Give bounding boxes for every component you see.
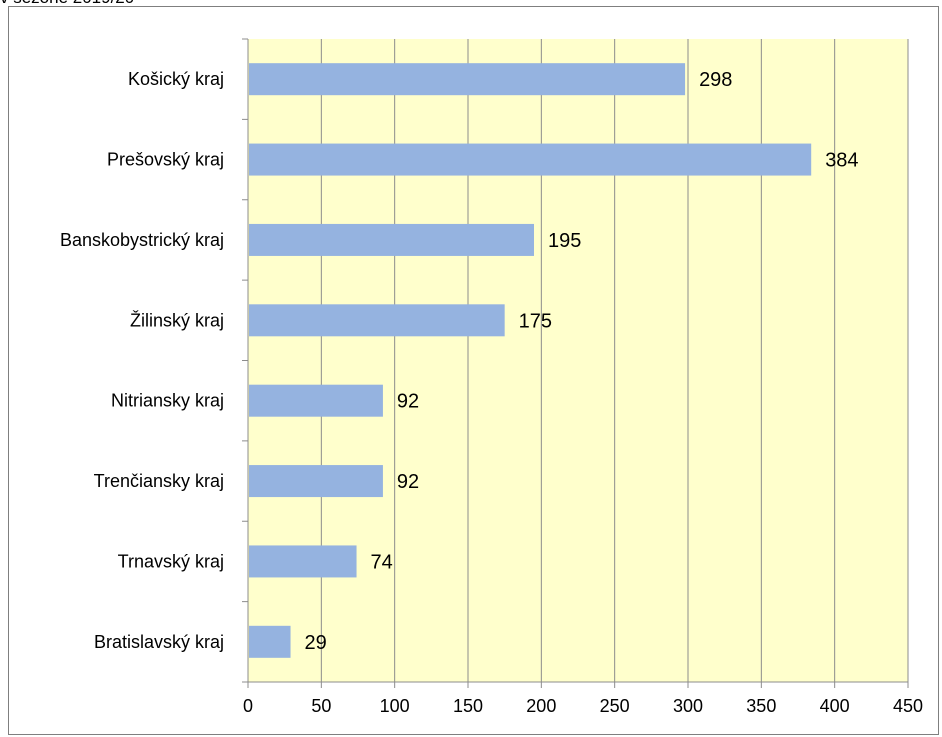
x-tick-label: 250: [600, 696, 630, 716]
data-label: 92: [397, 471, 419, 493]
category-label: Trnavský kraj: [118, 551, 224, 571]
x-tick-label: 450: [893, 696, 923, 716]
bar: [249, 625, 291, 658]
category-label: Prešovský kraj: [107, 150, 224, 170]
x-tick-label: 400: [820, 696, 850, 716]
data-label: 92: [397, 391, 419, 413]
x-tick-label: 150: [453, 696, 483, 716]
bar: [249, 465, 383, 498]
bar: [249, 223, 534, 256]
x-tick-label: 0: [243, 696, 253, 716]
x-tick-label: 100: [380, 696, 410, 716]
x-tick-label: 350: [746, 696, 776, 716]
bar: [249, 545, 357, 578]
data-label: 29: [305, 632, 327, 654]
axes: [242, 38, 909, 688]
bars: [249, 63, 812, 658]
bar: [249, 384, 383, 417]
x-tick-label: 200: [526, 696, 556, 716]
data-label: 74: [371, 551, 393, 573]
bar: [249, 143, 812, 176]
category-label: Bratislavský kraj: [94, 632, 224, 652]
category-label: Banskobystrický kraj: [60, 230, 224, 250]
chart-subtitle: v sezóne 2019/20: [0, 0, 134, 8]
x-tick-label: 300: [673, 696, 703, 716]
data-labels: 298 384 195 175 92 92 74 29: [305, 69, 859, 654]
category-labels: Košický kraj Prešovský kraj Banskobystrick…: [60, 69, 224, 652]
x-tick-label: 50: [311, 696, 331, 716]
tick-labels: 0 50 100 150 200 250 300 350 400 450: [243, 696, 923, 716]
bar: [249, 304, 505, 337]
bar: [249, 63, 686, 96]
data-label: 298: [699, 69, 732, 91]
data-label: 195: [548, 230, 581, 252]
category-label: Nitriansky kraj: [111, 391, 224, 411]
plot-background: [248, 39, 908, 682]
category-label: Žilinský kraj: [130, 310, 224, 330]
data-label: 175: [519, 310, 552, 332]
category-label: Košický kraj: [128, 69, 224, 89]
data-label: 384: [825, 150, 858, 172]
category-label: Trenčiansky kraj: [94, 471, 224, 491]
